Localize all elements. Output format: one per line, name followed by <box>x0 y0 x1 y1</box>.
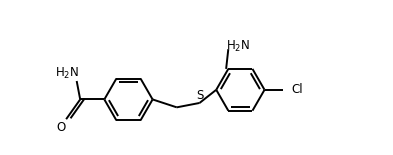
Text: H$_2$N: H$_2$N <box>55 66 79 81</box>
Text: S: S <box>196 89 204 102</box>
Text: Cl: Cl <box>291 83 303 96</box>
Text: H$_2$N: H$_2$N <box>226 39 250 55</box>
Text: O: O <box>56 121 66 134</box>
